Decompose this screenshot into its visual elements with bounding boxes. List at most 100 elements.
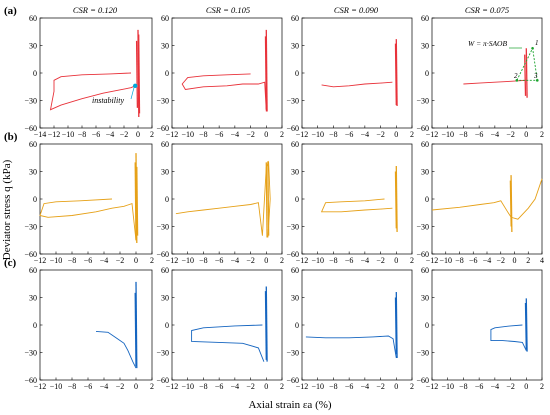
panel-a-3: −12 −10 −8 −6 −4 −2 0 2 −60 −30 0 30 60 bbox=[286, 14, 414, 139]
cyclic-spike bbox=[265, 286, 268, 362]
panel-c-4: −12 −10 −8 −6 −4 −2 0 2 −60 −30 0 30 60 bbox=[416, 266, 544, 391]
x-tick-label: 0 bbox=[264, 130, 268, 139]
x-tick-label: 4 bbox=[540, 256, 544, 265]
x-tick-label: −8 bbox=[68, 256, 77, 265]
x-tick-label: −6 bbox=[475, 130, 484, 139]
x-tick-label: −8 bbox=[199, 130, 208, 139]
loop-curve bbox=[490, 324, 527, 351]
x-tick-label: −2 bbox=[496, 256, 505, 265]
x-tick-label: 2 bbox=[526, 256, 530, 265]
cyclic-spike bbox=[137, 29, 140, 118]
x-tick-label: −2 bbox=[376, 382, 385, 391]
x-tick-label: −12 bbox=[296, 130, 309, 139]
y-tick-label: −60 bbox=[286, 124, 299, 133]
x-tick-label: −10 bbox=[181, 256, 194, 265]
column-title-1: CSR = 0.120 bbox=[73, 5, 118, 15]
x-tick-label: −12 bbox=[48, 130, 61, 139]
x-tick-label: −8 bbox=[199, 256, 208, 265]
triangle-vertex bbox=[531, 46, 534, 50]
row-label-b: (b) bbox=[4, 131, 18, 143]
instability-annotation: instability bbox=[92, 96, 124, 105]
x-tick-label: −12 bbox=[426, 256, 439, 265]
x-tick-label: 2 bbox=[280, 130, 284, 139]
x-tick-label: −8 bbox=[68, 382, 77, 391]
x-tick-label: −6 bbox=[345, 130, 354, 139]
y-tick-label: −60 bbox=[156, 124, 169, 133]
y-tick-label: 60 bbox=[421, 140, 429, 149]
x-tick-label: −4 bbox=[491, 382, 500, 391]
x-tick-label: −4 bbox=[361, 382, 370, 391]
y-tick-label: −30 bbox=[286, 223, 299, 232]
y-tick-label: 0 bbox=[165, 321, 169, 330]
point-label-3: 3 bbox=[533, 72, 538, 80]
cyclic-spike bbox=[394, 297, 397, 355]
cyclic-spike bbox=[525, 48, 528, 98]
x-tick-label: −2 bbox=[116, 256, 125, 265]
energy-equation-annotation: W = π·SAOB bbox=[468, 39, 507, 48]
x-tick-label: −8 bbox=[459, 130, 468, 139]
x-tick-label: −10 bbox=[62, 130, 75, 139]
x-tick-label: −12 bbox=[296, 256, 309, 265]
y-tick-label: −30 bbox=[24, 223, 37, 232]
x-tick-label: −4 bbox=[361, 256, 370, 265]
x-tick-label: 2 bbox=[540, 382, 544, 391]
loop-curve bbox=[321, 81, 393, 88]
y-tick-label: −30 bbox=[286, 97, 299, 106]
y-tick-label: −30 bbox=[416, 223, 429, 232]
cyclic-spike bbox=[525, 298, 528, 352]
cyclic-spike bbox=[394, 171, 397, 229]
x-tick-label: −6 bbox=[84, 256, 93, 265]
point-label-2: 2 bbox=[514, 72, 518, 80]
cyclic-spike bbox=[264, 291, 267, 360]
x-tick-label: 2 bbox=[280, 382, 284, 391]
y-axis-label: Deviator stress q (kPa) bbox=[1, 159, 13, 260]
x-tick-label: −10 bbox=[311, 256, 324, 265]
y-tick-label: −30 bbox=[156, 97, 169, 106]
y-tick-label: −30 bbox=[286, 349, 299, 358]
loop-curve bbox=[175, 160, 271, 238]
x-tick-label: −12 bbox=[166, 130, 179, 139]
x-tick-label: −10 bbox=[439, 256, 452, 265]
y-tick-label: 0 bbox=[295, 195, 299, 204]
x-tick-label: −4 bbox=[231, 382, 240, 391]
x-tick-label: −12 bbox=[296, 382, 309, 391]
y-tick-label: 0 bbox=[165, 195, 169, 204]
y-tick-label: −30 bbox=[24, 349, 37, 358]
y-tick-label: 30 bbox=[29, 294, 37, 303]
x-tick-label: −2 bbox=[506, 130, 515, 139]
x-tick-label: −6 bbox=[215, 130, 224, 139]
x-tick-label: −12 bbox=[34, 382, 47, 391]
x-tick-label: −8 bbox=[199, 382, 208, 391]
x-tick-label: −6 bbox=[84, 382, 93, 391]
y-tick-label: −60 bbox=[416, 124, 429, 133]
x-tick-label: −8 bbox=[329, 130, 338, 139]
x-tick-label: −6 bbox=[345, 256, 354, 265]
y-tick-label: −30 bbox=[156, 349, 169, 358]
y-tick-label: 60 bbox=[421, 266, 429, 275]
y-tick-label: 0 bbox=[165, 69, 169, 78]
y-tick-label: 0 bbox=[33, 195, 37, 204]
x-tick-label: −10 bbox=[441, 382, 454, 391]
x-tick-label: −2 bbox=[246, 130, 255, 139]
loop-curve bbox=[305, 335, 397, 359]
x-tick-label: −10 bbox=[50, 256, 63, 265]
x-tick-label: −6 bbox=[92, 130, 101, 139]
x-tick-label: −10 bbox=[441, 130, 454, 139]
cyclic-spike bbox=[264, 36, 267, 110]
panel-a-4: −12 −10 −8 −6 −4 −2 0 2 −60 −30 0 30 60 bbox=[416, 14, 544, 139]
x-axis-label: Axial strain εa (%) bbox=[248, 399, 331, 411]
y-tick-label: 30 bbox=[161, 42, 169, 51]
x-tick-label: −10 bbox=[50, 382, 63, 391]
y-tick-label: 30 bbox=[161, 294, 169, 303]
x-tick-label: 0 bbox=[134, 382, 138, 391]
x-tick-label: −8 bbox=[329, 382, 338, 391]
x-tick-label: 0 bbox=[134, 256, 138, 265]
y-tick-label: −60 bbox=[286, 376, 299, 385]
x-tick-label: −8 bbox=[329, 256, 338, 265]
x-tick-label: −4 bbox=[106, 130, 115, 139]
x-tick-label: −12 bbox=[34, 256, 47, 265]
cyclic-spike bbox=[267, 161, 270, 236]
cyclic-spike bbox=[135, 153, 138, 244]
x-tick-label: 0 bbox=[394, 382, 398, 391]
